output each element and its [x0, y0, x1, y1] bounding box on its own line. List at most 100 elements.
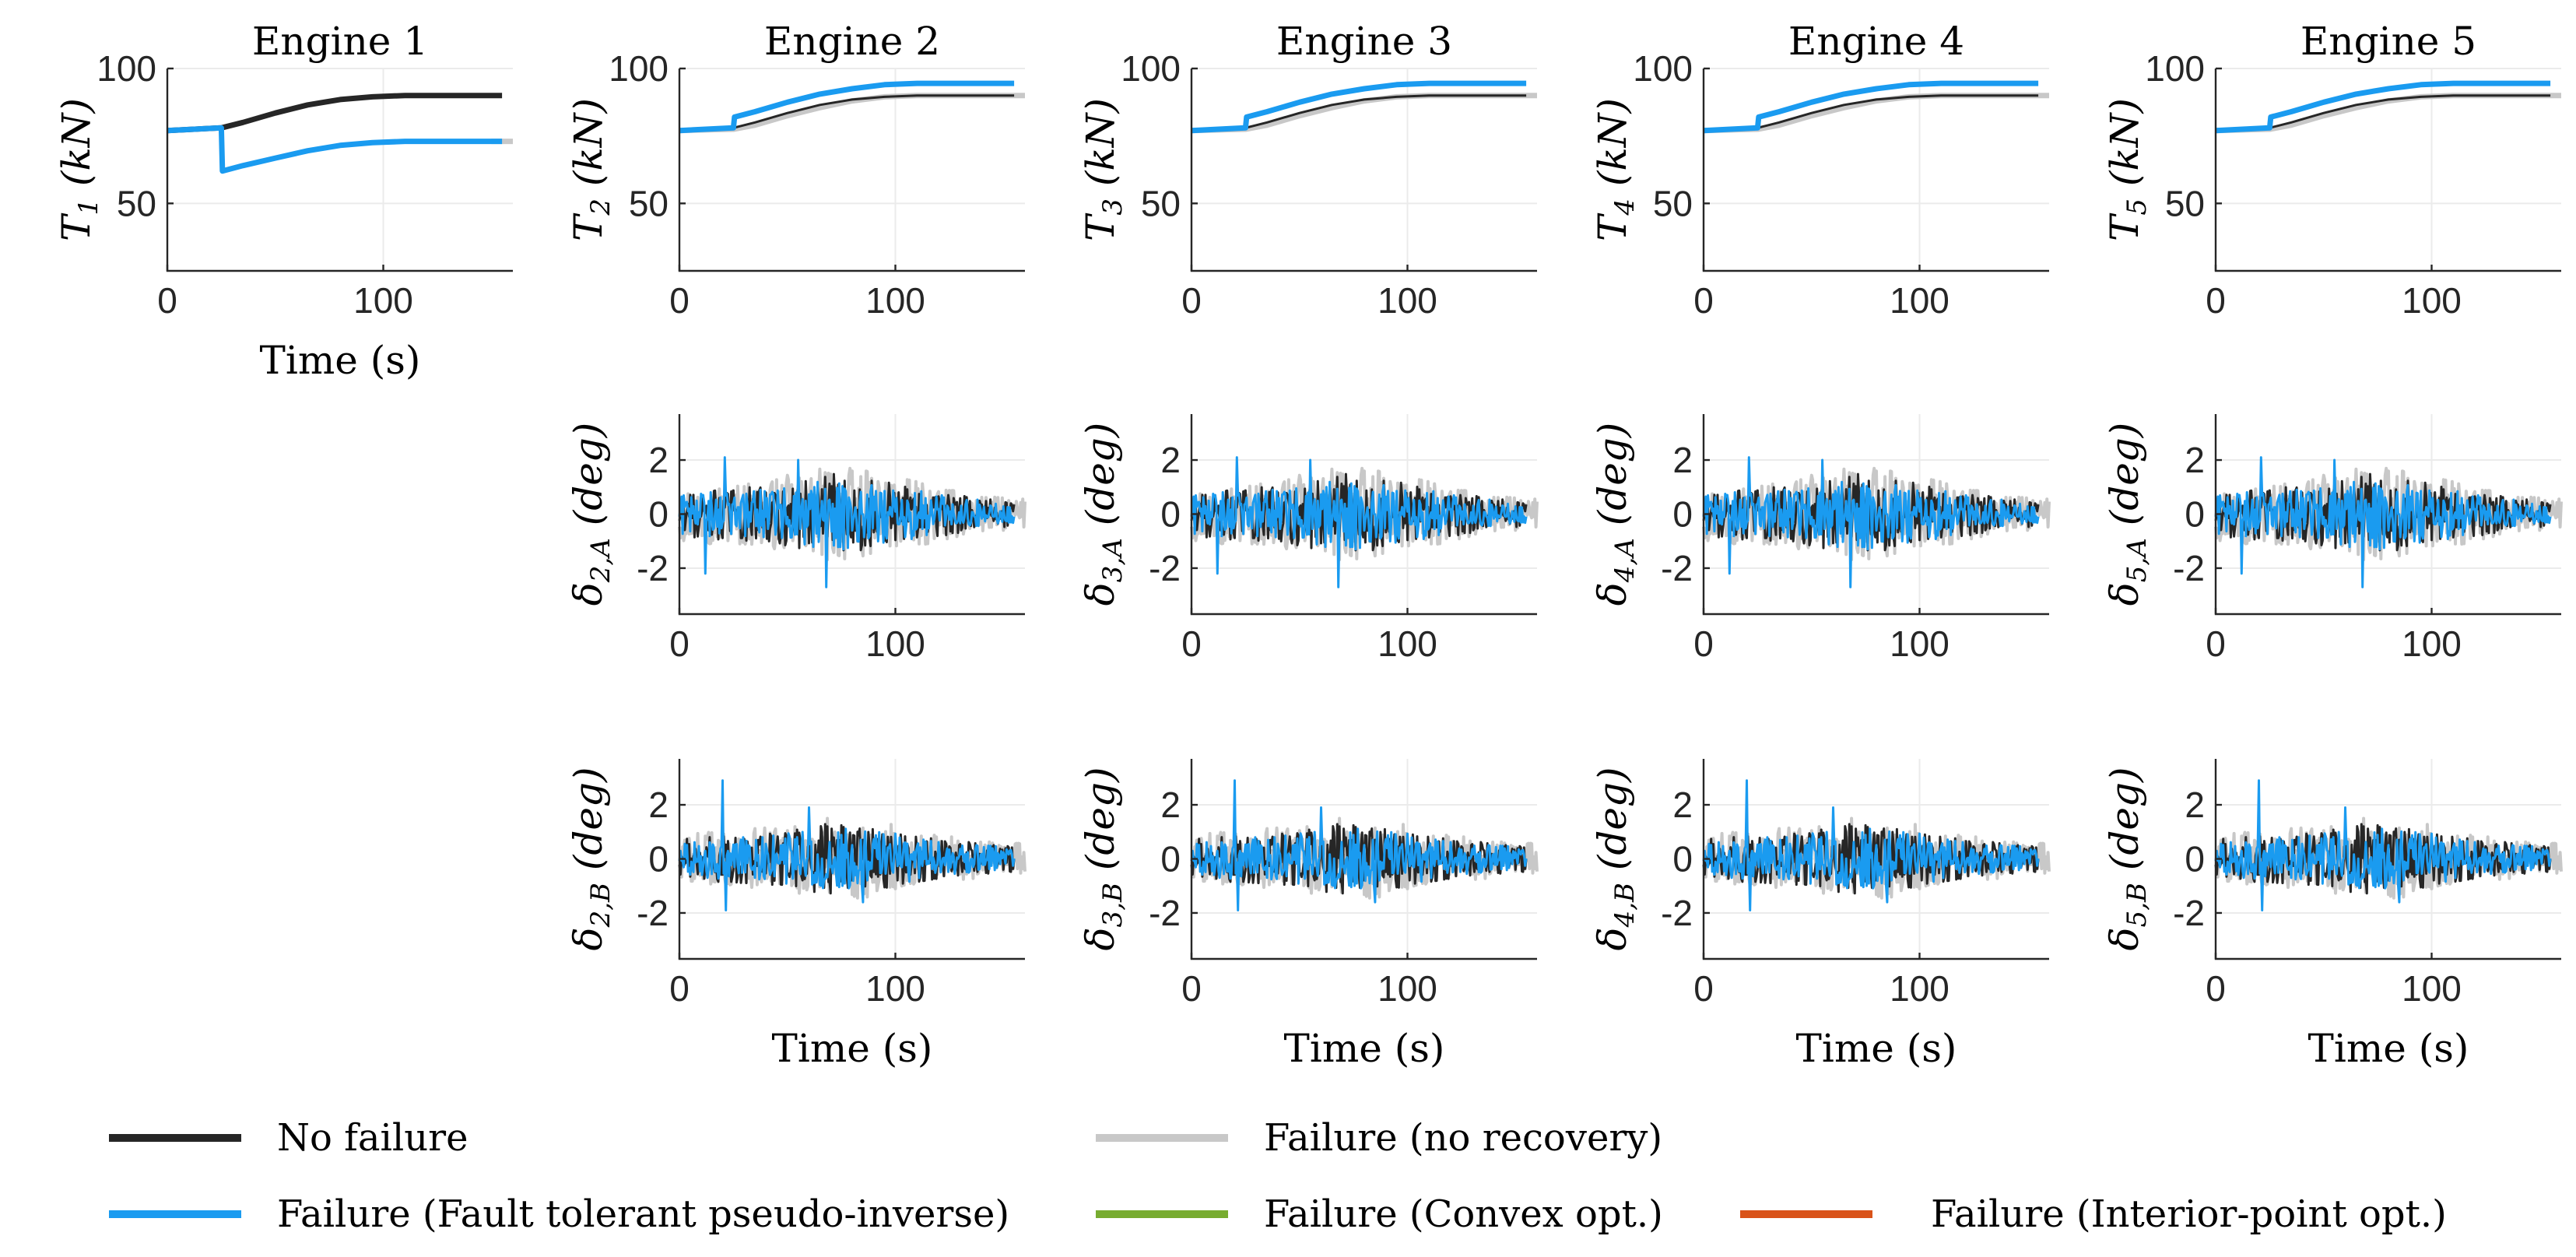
y-tick-label: -2: [1661, 548, 1693, 588]
x-tick-label: 0: [669, 280, 690, 321]
x-tick-label: 100: [353, 280, 413, 321]
y-tick-label: 0: [648, 494, 669, 535]
x-tick-label: 0: [2206, 623, 2226, 664]
x-tick-label: 100: [865, 280, 925, 321]
thrust-panel-engine-4: 0 100 50 100 T4 (kN): [1590, 48, 2049, 321]
column-title: Engine 1: [252, 19, 428, 64]
column-title: Engine 3: [1276, 19, 1452, 64]
x-tick-label: 100: [865, 623, 925, 664]
x-tick-label: 0: [1181, 280, 1202, 321]
y-tick-label: 100: [609, 48, 669, 89]
series-ft-pseudo-inverse: [2214, 456, 2552, 588]
x-tick-label: 100: [1377, 623, 1437, 664]
series-ft-pseudo-inverse: [1702, 456, 2040, 588]
y-tick-label: 50: [1653, 183, 1693, 223]
x-tick-label: 100: [865, 968, 925, 1009]
legend-item: Failure (no recovery): [1096, 1116, 1662, 1160]
thrust-panel-engine-5: 0 100 50 100 T5 (kN): [2102, 48, 2561, 321]
y-tick-label: 100: [97, 48, 156, 89]
series-ft-pseudo-inverse: [1702, 779, 2040, 911]
y-tick-label: -2: [2173, 893, 2205, 933]
series-ft-pseudo-inverse: [1190, 779, 1528, 911]
legend-label: Failure (Fault tolerant pseudo-inverse): [277, 1192, 1009, 1236]
x-tick-label: 0: [2206, 968, 2226, 1009]
x-axis-label: Time (s): [772, 1026, 933, 1071]
x-tick-label: 0: [669, 623, 690, 664]
y-tick-label: 0: [1160, 494, 1181, 535]
y-tick-label: -2: [1661, 893, 1693, 933]
y-tick-label: 2: [1672, 440, 1693, 480]
x-axis-label: Time (s): [1796, 1026, 1957, 1071]
y-axis-label: δ3,A (deg): [1078, 423, 1128, 606]
series-no-failure: [2215, 94, 2551, 132]
legend-item: Failure (Fault tolerant pseudo-inverse): [109, 1192, 1009, 1236]
x-tick-label: 0: [1693, 280, 1714, 321]
y-tick-label: 0: [2185, 839, 2205, 880]
y-axis-label: T5 (kN): [2102, 98, 2153, 241]
x-tick-label: 0: [1693, 968, 1714, 1009]
y-tick-label: 0: [1160, 839, 1181, 880]
legend-label: Failure (no recovery): [1264, 1116, 1662, 1160]
x-tick-label: 100: [2402, 623, 2462, 664]
x-axis-label: Time (s): [1284, 1026, 1445, 1071]
series-ft-pseudo-inverse: [678, 779, 1016, 911]
series-ft-pseudo-inverse: [1191, 80, 1527, 134]
x-tick-label: 100: [1377, 968, 1437, 1009]
thrust-panel-engine-3: 0 100 50 100 T3 (kN): [1078, 48, 1537, 321]
x-tick-label: 100: [1890, 280, 1950, 321]
y-tick-label: 0: [648, 839, 669, 880]
thrust-panel-engine-2: 0 100 50 100 T2 (kN): [566, 48, 1025, 321]
legend-item: Failure (Convex opt.): [1096, 1192, 1663, 1236]
series-ft-pseudo-inverse: [678, 456, 1016, 588]
y-tick-label: 2: [1672, 785, 1693, 825]
y-tick-label: 0: [2185, 494, 2205, 535]
legend-item: No failure: [109, 1116, 469, 1160]
y-tick-label: 2: [1160, 785, 1181, 825]
series-ft-pseudo-inverse: [2215, 80, 2551, 134]
series-ft-pseudo-inverse: [1190, 456, 1528, 588]
y-tick-label: 100: [1633, 48, 1693, 89]
y-axis-label: T2 (kN): [566, 98, 616, 241]
y-tick-label: 2: [648, 785, 669, 825]
y-axis-label: δ2,B (deg): [566, 767, 616, 950]
y-tick-label: 2: [2185, 785, 2205, 825]
y-axis-label: δ4,B (deg): [1590, 767, 1641, 950]
y-axis-label: δ3,B (deg): [1078, 767, 1128, 950]
y-tick-label: 50: [1141, 183, 1181, 223]
y-axis-label: δ5,B (deg): [2102, 767, 2153, 950]
x-tick-label: 100: [2402, 968, 2462, 1009]
series-no-failure: [1191, 94, 1527, 132]
column-title: Engine 4: [1788, 19, 1964, 64]
y-tick-label: -2: [637, 893, 669, 933]
y-axis-label: δ5,A (deg): [2102, 423, 2153, 606]
y-tick-label: 100: [1121, 48, 1181, 89]
series-no-failure: [679, 94, 1015, 132]
y-axis-label: δ2,A (deg): [566, 423, 616, 606]
y-tick-label: 2: [648, 440, 669, 480]
x-tick-label: 100: [1890, 968, 1950, 1009]
x-tick-label: 0: [157, 280, 177, 321]
y-tick-label: 2: [1160, 440, 1181, 480]
y-tick-label: 50: [629, 183, 669, 223]
x-tick-label: 0: [669, 968, 690, 1009]
x-axis-label: Time (s): [2308, 1026, 2469, 1071]
legend: No failure Failure (no recovery) Failure (…: [109, 1116, 2447, 1236]
y-tick-label: 50: [2165, 183, 2205, 223]
x-tick-label: 100: [2402, 280, 2462, 321]
y-tick-label: -2: [1149, 893, 1181, 933]
x-tick-label: 0: [1181, 623, 1202, 664]
thrust-panel-engine-1: 0 100 50 100 T1 (kN) Time (s): [54, 48, 513, 383]
x-tick-label: 0: [1181, 968, 1202, 1009]
x-tick-label: 0: [2206, 280, 2226, 321]
y-tick-label: 0: [1672, 494, 1693, 535]
legend-label: No failure: [277, 1116, 469, 1160]
series-ft-pseudo-inverse: [679, 80, 1015, 134]
series-ft-pseudo-inverse: [167, 125, 503, 174]
